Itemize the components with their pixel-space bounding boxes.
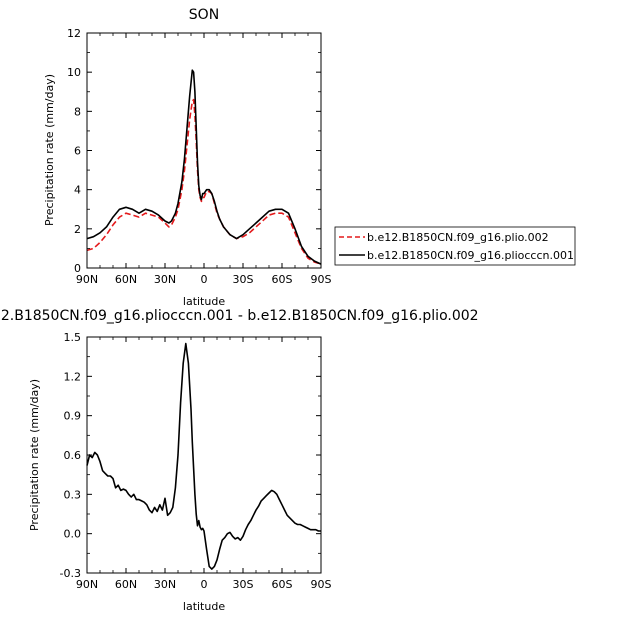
legend: b.e12.B1850CN.f09_g16.plio.002 b.e12.B18… <box>334 226 576 266</box>
bottom-x-tick-label: 90N <box>76 578 98 591</box>
bottom-series-group <box>86 342 321 570</box>
bottom-chart-title: b.e12.B1850CN.f09_g16.pliocccn.001 - b.e… <box>0 308 479 324</box>
bottom-y-axis-label: Precipitation rate (mm/day) <box>28 379 41 531</box>
top-y-tick-label: 8 <box>74 105 81 118</box>
top-y-tick-label: 0 <box>74 262 81 275</box>
top-x-axis-label: latitude <box>183 295 225 308</box>
top-x-tick-label: 90N <box>76 273 98 286</box>
bottom-y-tick-label: 1.5 <box>64 331 82 344</box>
bottom-x-tick-label: 30S <box>233 578 254 591</box>
bottom-y-tick-label: 1.2 <box>64 370 82 383</box>
bottom-x-tick-label: 30N <box>154 578 176 591</box>
top-plot-frame <box>86 32 322 269</box>
top-y-tick-label: 12 <box>67 27 81 40</box>
bottom-y-tick-label: -0.3 <box>60 567 81 580</box>
bottom-y-axis: -0.3 0.0 0.3 0.6 0.9 1.2 1.5 <box>60 331 321 580</box>
bottom-x-tick-label: 60N <box>115 578 137 591</box>
top-y-tick-label: 4 <box>74 184 81 197</box>
bottom-y-tick-label: 0.3 <box>64 488 82 501</box>
bottom-series-line-0 <box>86 342 321 570</box>
bottom-plot-frame <box>86 336 322 574</box>
bottom-x-tick-label: 60S <box>272 578 293 591</box>
top-x-tick-label: 60S <box>272 273 293 286</box>
bottom-x-tick-label: 0 <box>201 578 208 591</box>
bottom-panel: b.e12.B1850CN.f09_g16.pliocccn.001 - b.e… <box>0 308 479 613</box>
top-panel: SON 0 2 4 6 8 10 12 90N 60N 30N 0 30S 60S 90S latitu… <box>43 7 332 308</box>
top-x-axis: 90N 60N 30N 0 30S 60S 90S <box>76 33 332 286</box>
top-y-tick-label: 6 <box>74 145 81 158</box>
top-y-tick-label: 2 <box>74 223 81 236</box>
top-y-tick-label: 10 <box>67 66 81 79</box>
top-chart-title: SON <box>189 7 219 23</box>
top-series-line-1 <box>86 69 322 265</box>
bottom-y-tick-label: 0.0 <box>64 528 82 541</box>
top-x-tick-label: 60N <box>115 273 137 286</box>
top-x-tick-label: 30S <box>233 273 254 286</box>
bottom-x-axis-label: latitude <box>183 600 225 613</box>
top-series-group <box>86 69 322 265</box>
legend-box <box>334 226 576 266</box>
bottom-x-axis: 90N 60N 30N 0 30S 60S 90S <box>76 337 332 591</box>
bottom-y-tick-label: 0.9 <box>64 410 82 423</box>
legend-label-pliocccn: b.e12.B1850CN.f09_g16.pliocccn.001 <box>367 249 574 262</box>
bottom-x-tick-label: 90S <box>311 578 332 591</box>
top-x-tick-label: 30N <box>154 273 176 286</box>
top-x-tick-label: 0 <box>201 273 208 286</box>
bottom-y-tick-label: 0.6 <box>64 449 82 462</box>
top-y-axis: 0 2 4 6 8 10 12 <box>67 27 321 275</box>
legend-label-plio: b.e12.B1850CN.f09_g16.plio.002 <box>367 231 549 244</box>
top-series-line-0 <box>86 98 322 265</box>
top-y-axis-label: Precipitation rate (mm/day) <box>43 74 56 226</box>
top-x-tick-label: 90S <box>311 273 332 286</box>
